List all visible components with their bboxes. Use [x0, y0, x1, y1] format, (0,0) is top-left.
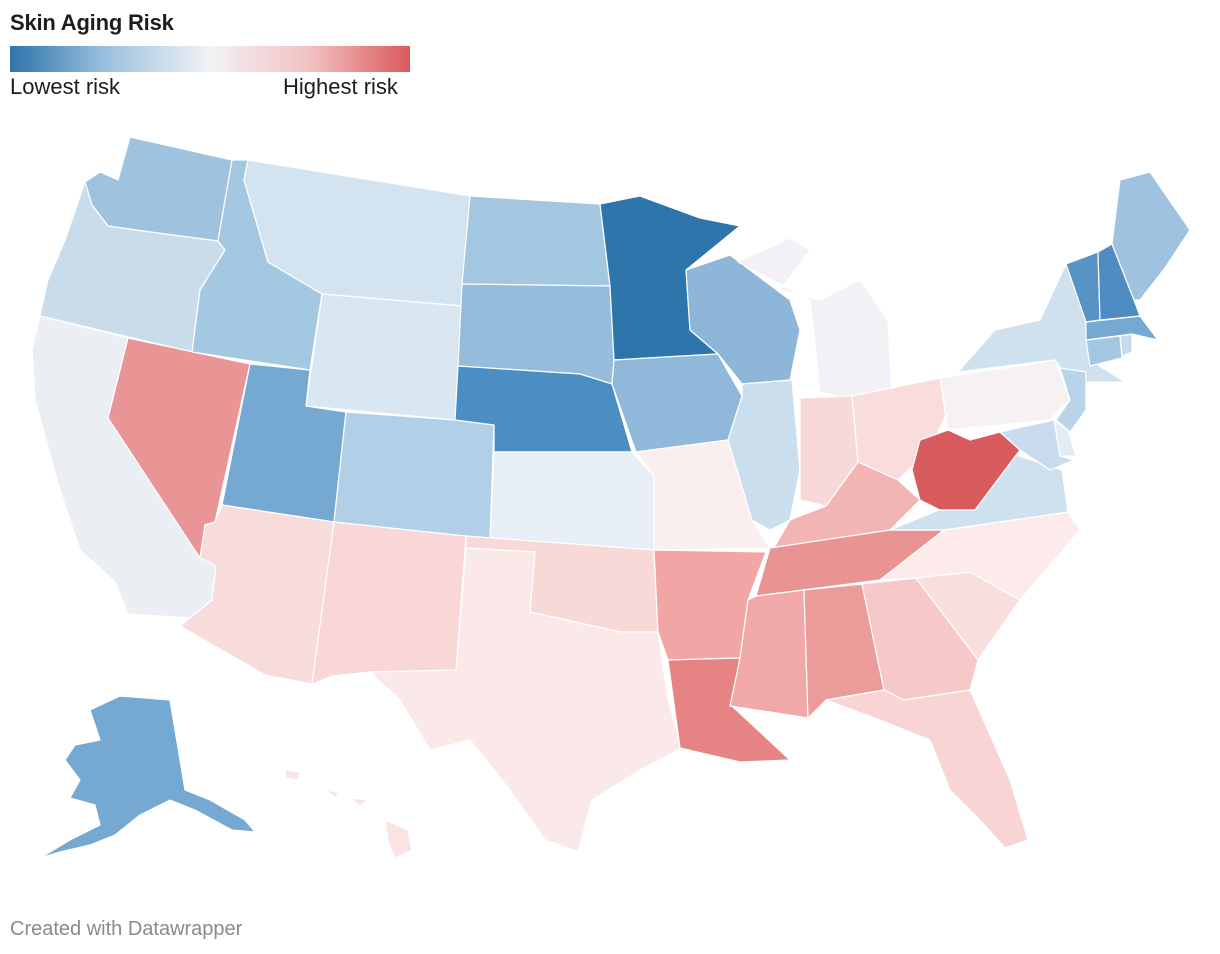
state-hawaii[interactable]: Hawaii: [284, 769, 413, 859]
state-texas[interactable]: Texas: [369, 547, 683, 853]
state-new-mexico[interactable]: New Mexico: [311, 521, 467, 685]
state-kansas[interactable]: Kansas: [489, 451, 655, 551]
map-title: Skin Aging Risk: [10, 10, 174, 35]
state-illinois[interactable]: Illinois: [727, 379, 801, 531]
state-michigan[interactable]: Michigan: [737, 237, 893, 401]
state-new-jersey[interactable]: New Jersey: [1055, 367, 1087, 433]
state-maine[interactable]: Maine: [1111, 171, 1191, 301]
state-west-virginia[interactable]: West Virginia: [911, 429, 1021, 511]
state-maryland[interactable]: Maryland: [999, 419, 1075, 471]
state-wyoming[interactable]: Wyoming: [305, 293, 463, 421]
state-iowa[interactable]: Iowa: [611, 353, 743, 453]
state-rhode-island[interactable]: Rhode Island: [1119, 333, 1133, 357]
state-alaska[interactable]: Alaska: [39, 695, 256, 859]
state-north-dakota[interactable]: North Dakota: [461, 195, 611, 287]
legend-color-scale: [10, 46, 410, 72]
state-pennsylvania[interactable]: Pennsylvania: [939, 359, 1071, 431]
state-colorado[interactable]: Colorado: [333, 411, 495, 541]
datawrapper-credit: Created with Datawrapper: [10, 918, 243, 940]
state-connecticut[interactable]: Connecticut: [1085, 335, 1123, 367]
legend-high-label: Highest risk: [283, 74, 398, 99]
state-new-hampshire[interactable]: New Hampshire: [1097, 243, 1141, 321]
legend-low-label: Lowest risk: [10, 74, 121, 99]
state-florida[interactable]: Florida: [825, 689, 1029, 849]
